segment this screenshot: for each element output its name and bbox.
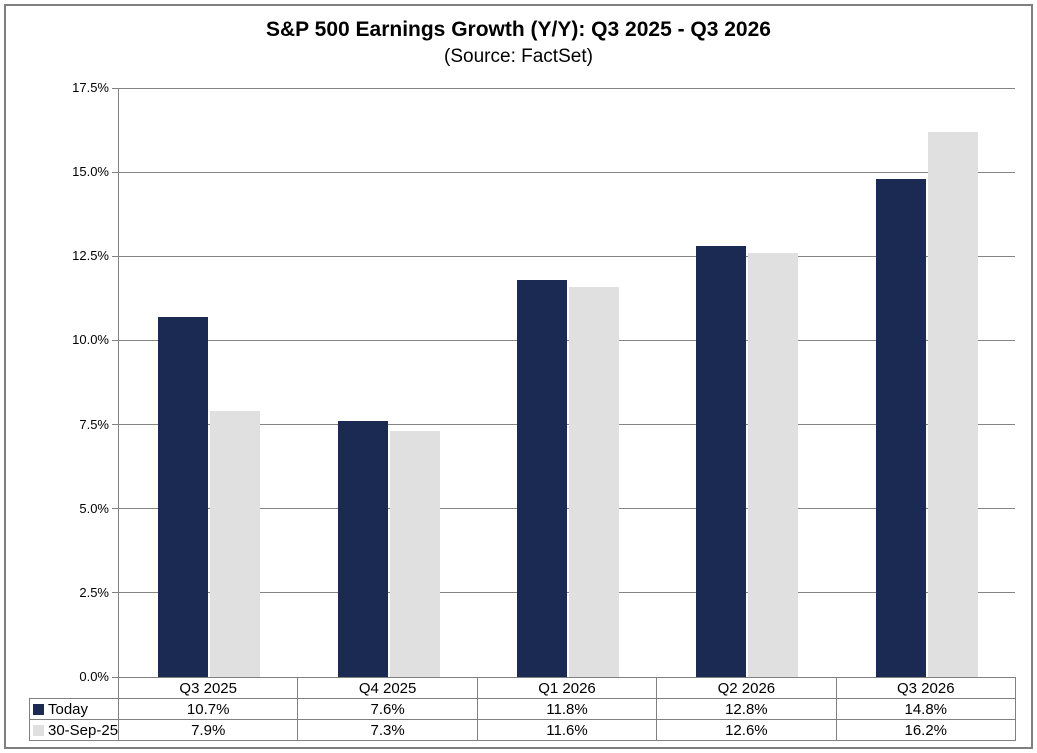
y-axis-tick-7-5-: [112, 424, 119, 426]
table-value-30-sep-25-q3-2025: 7.9%: [117, 719, 299, 741]
table-value-today-q3-2025: 10.7%: [117, 698, 299, 720]
gridline-12-5-: [119, 255, 1015, 257]
table-header-q3-2026: Q3 2026: [835, 677, 1016, 699]
y-axis-label-0-0-: 0.0%: [79, 669, 109, 684]
bar-today-q1-2026: [517, 279, 567, 677]
y-axis-tick-17-5-: [112, 87, 119, 89]
y-axis-label-10-0-: 10.0%: [72, 332, 109, 348]
table-header-q4-2025: Q4 2025: [297, 677, 478, 699]
gridline-7-5-: [119, 424, 1015, 426]
bar-today-q2-2026: [696, 246, 747, 677]
table-value-30-sep-25-q4-2025: 7.3%: [297, 719, 478, 741]
y-axis-tick-0-0-: [112, 676, 119, 678]
table-value-today-q3-2026: 14.8%: [835, 698, 1016, 720]
bar-30-sep-25-q2-2026: [748, 252, 799, 677]
y-axis-label-2-5-: 2.5%: [79, 584, 109, 600]
bar-30-sep-25-q1-2026: [569, 286, 619, 677]
bar-30-sep-25-q4-2025: [389, 431, 440, 677]
gridline-2-5-: [119, 592, 1015, 594]
y-axis-tick-15-0-: [112, 171, 119, 173]
legend-swatch-30-sep-25-icon: [33, 724, 44, 736]
table-row-30-sep-25: 30-Sep-25 7.9% 7.3% 11.6% 12.6% 16.2%: [29, 719, 1016, 741]
bar-today-q4-2025: [337, 421, 388, 677]
bar-today-q3-2025: [158, 316, 209, 677]
legend-cell-30-sep-25: 30-Sep-25: [29, 719, 119, 741]
y-axis-label-17-5-: 17.5%: [72, 80, 109, 95]
y-axis-tick-12-5-: [112, 255, 119, 257]
table-header-q1-2026: Q1 2026: [476, 677, 658, 699]
table-row-today: Today 10.7% 7.6% 11.8% 12.8% 14.8%: [29, 698, 1016, 720]
gridline-10-0-: [119, 339, 1015, 341]
gridline-15-0-: [119, 171, 1015, 173]
y-axis-tick-2-5-: [112, 592, 119, 594]
table-value-today-q1-2026: 11.8%: [476, 698, 658, 720]
data-table: Q3 2025 Q4 2025 Q1 2026 Q2 2026 Q3 2026 Toda…: [29, 677, 1016, 741]
table-corner-cell: [30, 678, 119, 699]
table-header-q2-2026: Q2 2026: [656, 677, 837, 699]
y-axis-label-15-0-: 15.0%: [72, 164, 109, 180]
y-axis-label-5-0-: 5.0%: [79, 500, 109, 516]
table-value-today-q4-2025: 7.6%: [297, 698, 478, 720]
y-axis-tick-10-0-: [112, 339, 119, 341]
chart-title: S&P 500 Earnings Growth (Y/Y): Q3 2025 -…: [266, 18, 771, 41]
title-block: S&P 500 Earnings Growth (Y/Y): Q3 2025 -…: [0, 16, 1037, 69]
legend-cell-today: Today: [29, 698, 119, 720]
y-axis-label-7-5-: 7.5%: [79, 416, 109, 432]
table-value-30-sep-25-q2-2026: 12.6%: [656, 719, 837, 741]
gridline-17-5-: [119, 87, 1015, 89]
bar-30-sep-25-q3-2026: [927, 131, 978, 677]
bar-today-q3-2026: [875, 178, 926, 677]
y-axis-label-12-5-: 12.5%: [72, 248, 109, 264]
table-value-30-sep-25-q3-2026: 16.2%: [835, 719, 1016, 741]
legend-label-30-sep-25: 30-Sep-25: [48, 721, 119, 739]
table-header-q3-2025: Q3 2025: [117, 677, 299, 699]
chart-subtitle: (Source: FactSet): [444, 46, 593, 67]
table-header-row: Q3 2025 Q4 2025 Q1 2026 Q2 2026 Q3 2026: [30, 677, 1016, 699]
table-value-30-sep-25-q1-2026: 11.6%: [476, 719, 658, 741]
gridline-5-0-: [119, 508, 1015, 510]
table-value-today-q2-2026: 12.8%: [656, 698, 837, 720]
y-axis-tick-5-0-: [112, 508, 119, 510]
bar-30-sep-25-q3-2025: [210, 411, 261, 677]
plot-area: 0.0% 2.5% 5.0% 7.5% 10.0% 12.5% 15.0% 17.5%: [72, 80, 1015, 684]
legend-swatch-today-icon: [33, 703, 44, 715]
legend-label-today: Today: [48, 700, 89, 718]
